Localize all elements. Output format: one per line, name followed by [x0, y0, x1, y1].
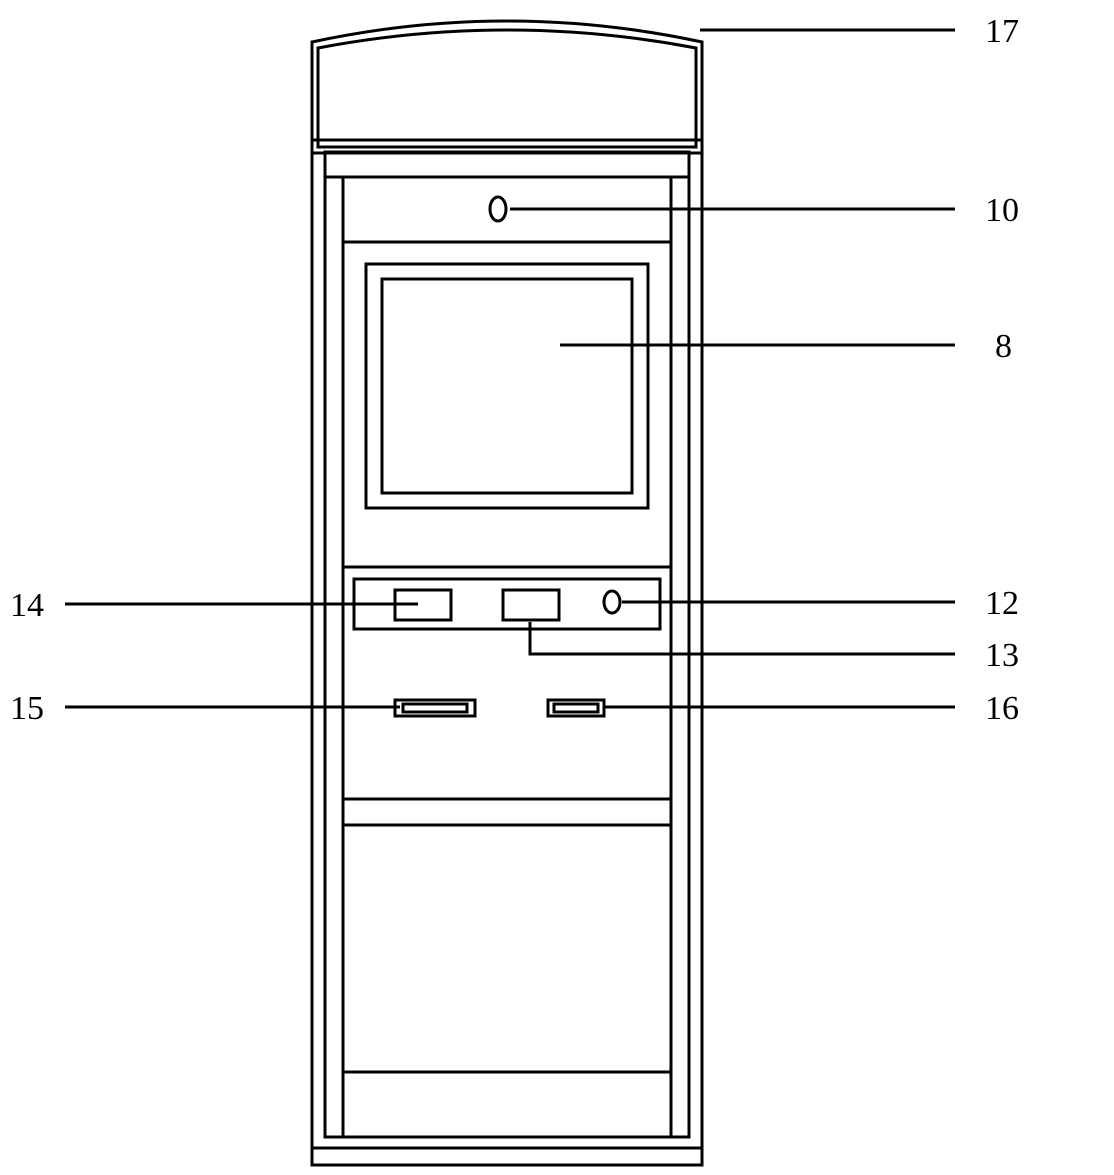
screen-bezel	[366, 264, 648, 508]
label-13: 13	[985, 637, 1019, 674]
label-14: 14	[10, 587, 44, 624]
left-rail	[325, 177, 343, 1137]
header-cap-inner	[318, 30, 696, 147]
leader-13	[530, 622, 955, 654]
label-8: 8	[995, 328, 1012, 365]
label-15: 15	[10, 690, 44, 727]
label-16: 16	[985, 690, 1019, 727]
lower-panel	[343, 825, 671, 1072]
mid-panel	[343, 567, 671, 799]
camera-lens	[490, 197, 506, 221]
slot-13	[503, 590, 559, 620]
slot-15-inner	[403, 704, 467, 712]
base-plinth	[312, 1148, 702, 1165]
right-rail	[671, 177, 689, 1137]
cabinet-inner	[325, 152, 689, 1137]
screen	[382, 279, 632, 493]
slot-15-outer	[395, 700, 475, 716]
slot-16-inner	[554, 704, 598, 712]
round-button-12	[604, 591, 620, 613]
label-12: 12	[985, 585, 1019, 622]
slot-16-outer	[548, 700, 604, 716]
kiosk-diagram	[312, 21, 702, 1165]
label-17: 17	[985, 13, 1019, 50]
label-10: 10	[985, 192, 1019, 229]
cabinet-outer	[312, 140, 702, 1148]
